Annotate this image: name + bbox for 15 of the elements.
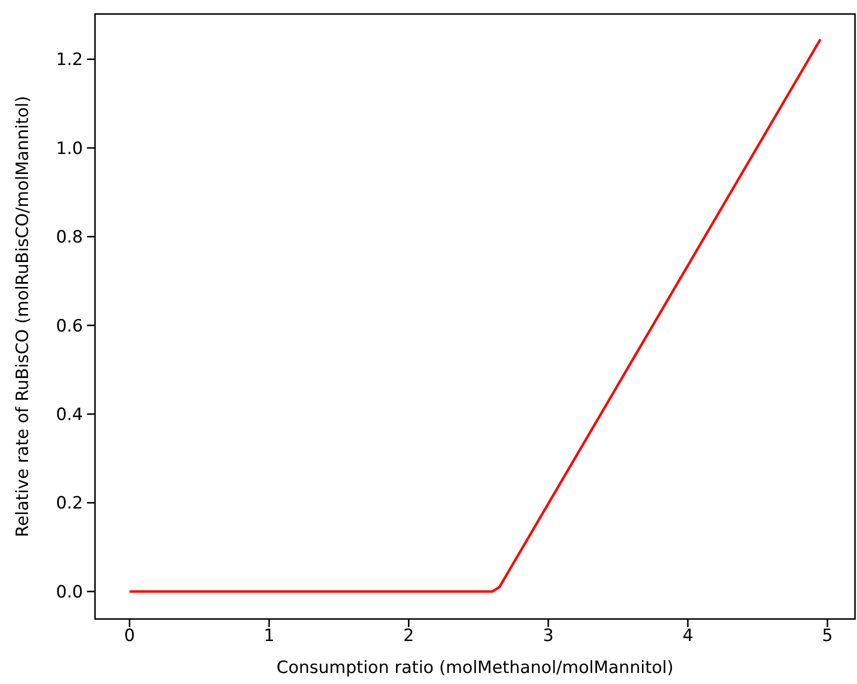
x-tick-label: 2 [403, 626, 414, 646]
y-tick-label: 0.4 [56, 405, 83, 426]
y-tick-label: 1.0 [56, 138, 83, 159]
y-tick-label: 1.2 [56, 50, 83, 70]
x-tick-label: 0 [124, 626, 135, 646]
x-tick-label: 4 [682, 626, 694, 646]
x-tick-label: 3 [542, 626, 554, 646]
y-tick-label: 0.2 [56, 494, 83, 514]
y-axis-title: Relative rate of RuBisCO (molRuBisCO/molMannitol) [13, 96, 33, 538]
x-axis-title: Consumption ratio (molMethanol/molMannitol) [276, 658, 674, 678]
y-tick-label: 0.0 [56, 582, 83, 602]
y-tick-label: 0.8 [56, 228, 83, 248]
x-tick-label: 1 [264, 626, 275, 646]
y-tick-label: 0.6 [56, 316, 83, 336]
x-tick-label: 5 [822, 626, 833, 646]
